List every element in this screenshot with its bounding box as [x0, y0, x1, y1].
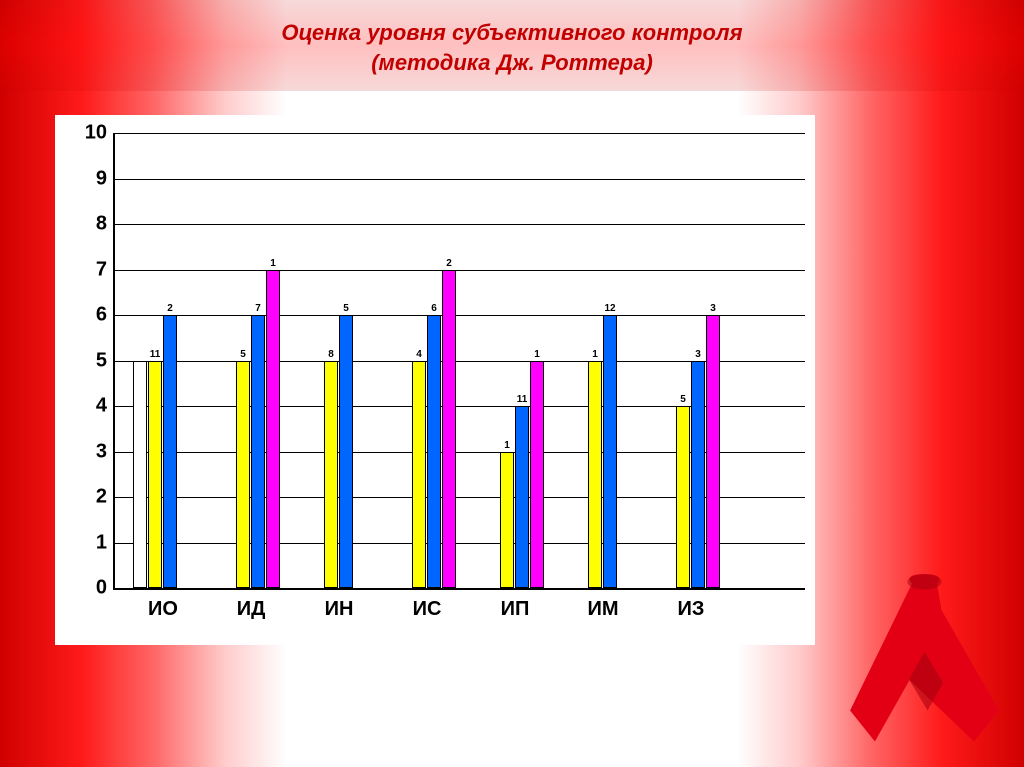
- bar-data-label: 1: [504, 440, 510, 451]
- x-axis-label: ИД: [237, 598, 266, 621]
- bar-data-label: 8: [328, 349, 334, 360]
- y-axis-label: 6: [75, 304, 107, 327]
- y-axis-label: 1: [75, 531, 107, 554]
- bar-data-label: 5: [680, 394, 686, 405]
- title-band: Оценка уровня субъективного контроля (ме…: [0, 0, 1024, 91]
- x-axis-label: ИЗ: [678, 598, 705, 621]
- y-axis-label: 8: [75, 213, 107, 236]
- chart-container: 012345678910112ИО571ИД85ИН462ИС1111ИП112…: [55, 115, 815, 645]
- bar: [133, 361, 147, 589]
- bar-group: 1111ИП: [485, 361, 545, 589]
- grid-line: [115, 270, 805, 271]
- bar-data-label: 1: [270, 258, 276, 269]
- y-axis-label: 2: [75, 486, 107, 509]
- x-axis-label: ИП: [501, 598, 530, 621]
- grid-line: [115, 179, 805, 180]
- y-axis-label: 10: [75, 122, 107, 145]
- bar-data-label: 2: [446, 258, 452, 269]
- page-title: Оценка уровня субъективного контроля (ме…: [0, 18, 1024, 77]
- bar-group: 571ИД: [221, 270, 281, 589]
- bar: 1: [500, 452, 514, 589]
- bar: 12: [603, 315, 617, 588]
- bar-data-label: 7: [255, 303, 261, 314]
- bar: 11: [515, 406, 529, 588]
- bar-data-label: 1: [592, 349, 598, 360]
- bar-data-label: 6: [431, 303, 437, 314]
- bar-data-label: 1: [534, 349, 540, 360]
- grid-line: [115, 224, 805, 225]
- x-axis-label: ИС: [413, 598, 442, 621]
- chart-plot-area: 012345678910112ИО571ИД85ИН462ИС1111ИП112…: [113, 133, 805, 590]
- y-axis-label: 0: [75, 577, 107, 600]
- bar: 4: [412, 361, 426, 589]
- grid-line: [115, 133, 805, 134]
- bar-group: 112ИМ: [573, 315, 633, 588]
- bar: 6: [427, 315, 441, 588]
- bar-group: 112ИО: [133, 315, 193, 588]
- bar: 2: [163, 315, 177, 588]
- y-axis-label: 7: [75, 258, 107, 281]
- bar: 5: [676, 406, 690, 588]
- bar-data-label: 4: [416, 349, 422, 360]
- bar: 2: [442, 270, 456, 589]
- bar-data-label: 2: [167, 303, 173, 314]
- bar: 1: [530, 361, 544, 589]
- bar: 8: [324, 361, 338, 589]
- title-line1: Оценка уровня субъективного контроля: [281, 20, 742, 45]
- awareness-ribbon-icon: [847, 569, 1002, 759]
- bar-data-label: 5: [343, 303, 349, 314]
- bar-data-label: 3: [710, 303, 716, 314]
- y-axis-label: 5: [75, 349, 107, 372]
- y-axis-label: 9: [75, 167, 107, 190]
- x-axis-label: ИО: [148, 598, 178, 621]
- bar-group: 533ИЗ: [661, 315, 721, 588]
- bar-group: 462ИС: [397, 270, 457, 589]
- bar: 3: [691, 361, 705, 589]
- bar-data-label: 12: [604, 303, 615, 314]
- bar-group: 85ИН: [309, 315, 369, 588]
- bar: 1: [266, 270, 280, 589]
- bar-data-label: 11: [517, 394, 528, 405]
- y-axis-label: 4: [75, 395, 107, 418]
- x-axis-label: ИМ: [587, 598, 618, 621]
- bar: 5: [236, 361, 250, 589]
- bar-data-label: 3: [695, 349, 701, 360]
- bar: 11: [148, 361, 162, 589]
- bar: 1: [588, 361, 602, 589]
- x-axis-label: ИН: [325, 598, 354, 621]
- bar-data-label: 5: [240, 349, 246, 360]
- title-line2: (методика Дж. Роттера): [371, 50, 653, 75]
- bar: 5: [339, 315, 353, 588]
- bar-data-label: 11: [150, 349, 161, 360]
- bar: 7: [251, 315, 265, 588]
- y-axis-label: 3: [75, 440, 107, 463]
- bar: 3: [706, 315, 720, 588]
